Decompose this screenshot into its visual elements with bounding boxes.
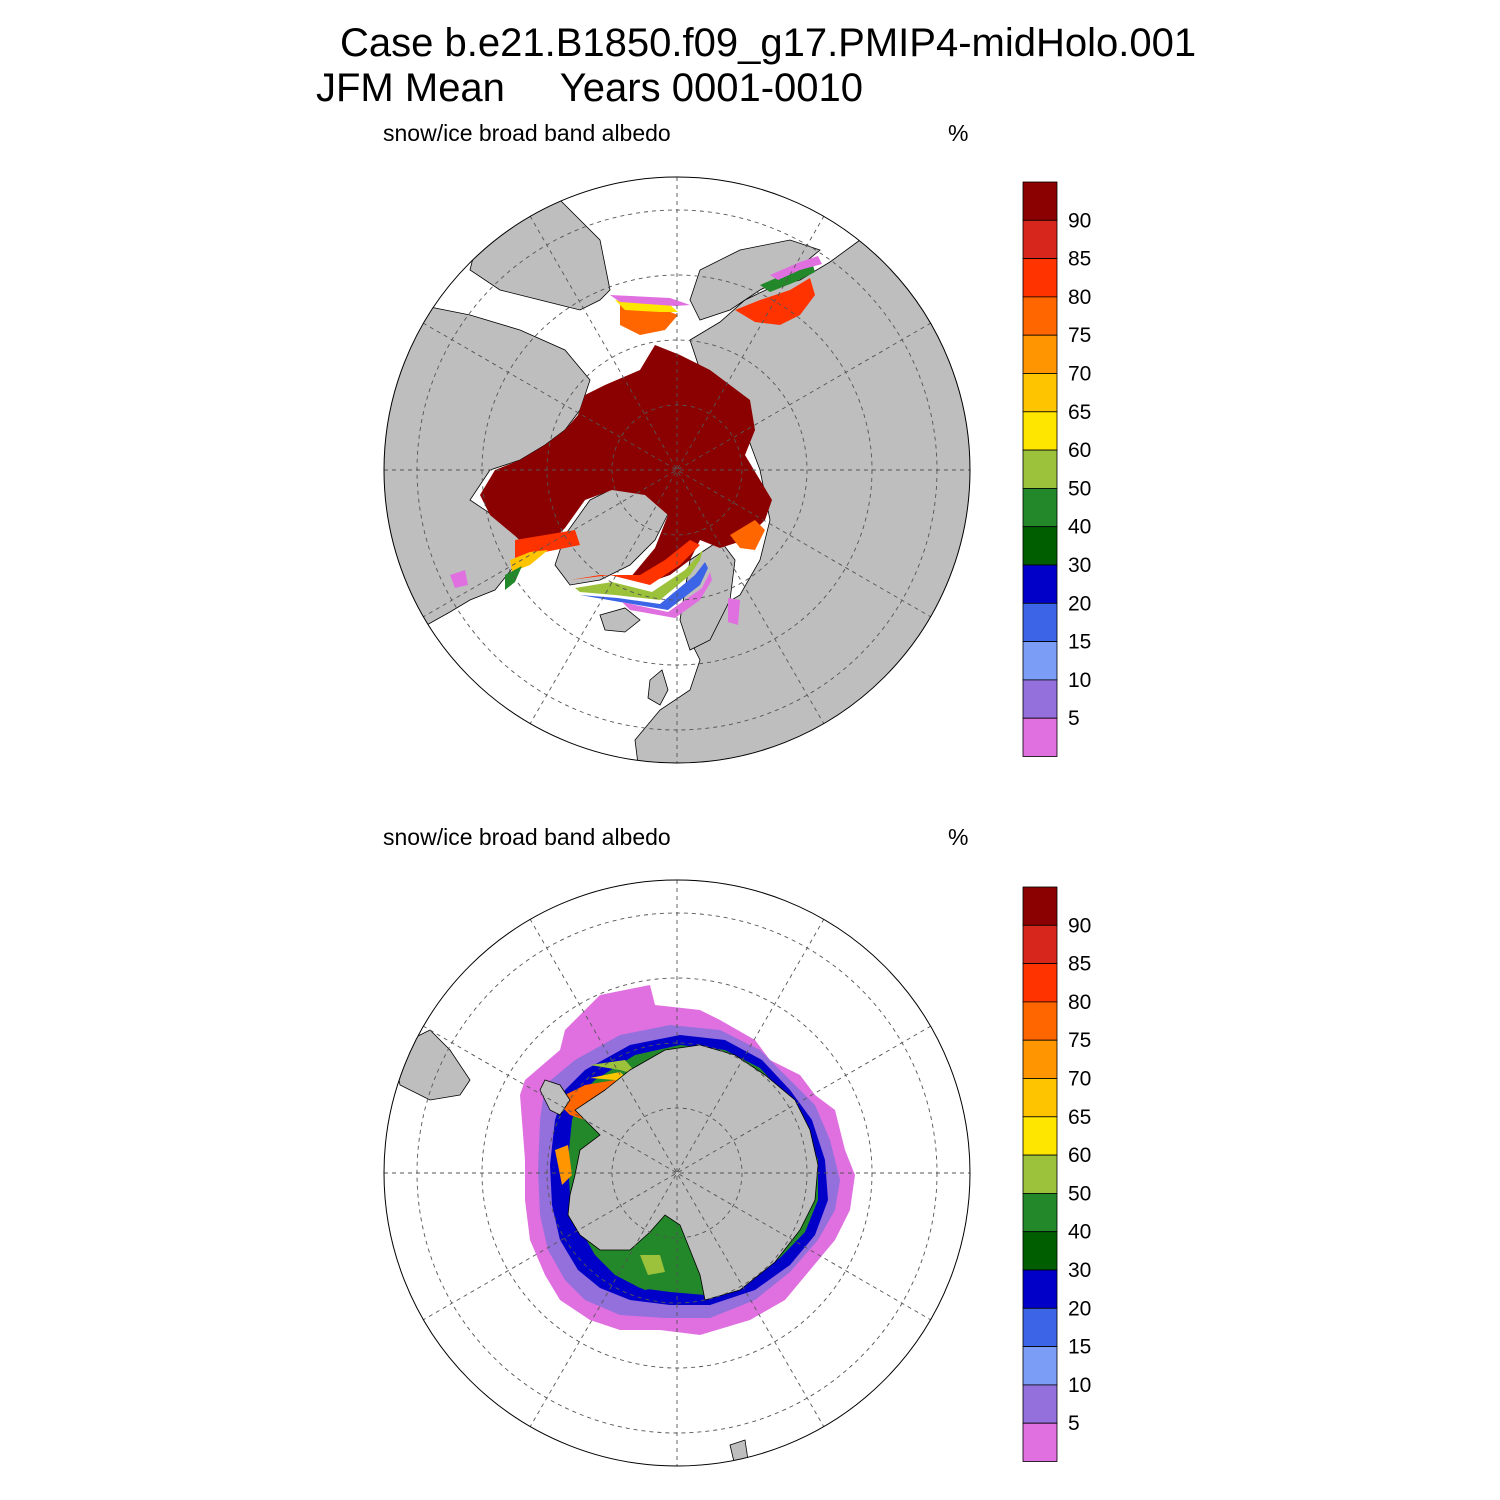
- greenland-sea-ice-edge-60: [575, 550, 703, 600]
- north-colorbar-tick-label: 85: [1068, 248, 1091, 271]
- north-colorbar-tick-label: 20: [1068, 592, 1091, 615]
- north-colorbar-swatch: [1022, 219, 1058, 260]
- britain-landmass: [647, 669, 669, 706]
- south-colorbar-swatch: [1022, 1384, 1058, 1424]
- south-panel-variable-label: snow/ice broad band albedo: [383, 824, 671, 850]
- south-colorbar-tick-label: 60: [1068, 1144, 1091, 1167]
- north-colorbar-swatch: [1022, 258, 1058, 298]
- labrador-ice-edge-40: [505, 566, 522, 590]
- south-colorbar-swatch: [1022, 1039, 1058, 1079]
- south-colorbar-swatch: [1022, 924, 1058, 964]
- south-colorbar-swatch: [1022, 1193, 1058, 1233]
- north-colorbar-swatch: [1022, 564, 1058, 604]
- south-polar-map: [383, 879, 971, 1467]
- south-graticule: [384, 880, 970, 1466]
- north-colorbar-swatch: [1022, 487, 1058, 528]
- north-colorbar-swatch: [1022, 526, 1058, 566]
- antarctica-landmass: [567, 1044, 819, 1301]
- north-colorbar-swatch: [1022, 641, 1058, 681]
- south-colorbar-tick-label: 80: [1068, 991, 1091, 1014]
- south-land-masses: [394, 1029, 819, 1466]
- north-colorbar-swatch: [1022, 334, 1058, 374]
- bering-ice-80: [620, 305, 678, 335]
- baltic-ice-5: [728, 598, 740, 625]
- greenland-sea-ice-edge-20: [580, 562, 708, 610]
- arctic-ocean-ice-90: [480, 345, 772, 582]
- figure-title-period: JFM Mean Years 0001-0010: [316, 66, 863, 110]
- south-colorbar-tick-label: 70: [1068, 1068, 1091, 1091]
- new-zealand-landmass: [729, 1439, 749, 1466]
- south-colorbar-tick-label: 30: [1068, 1259, 1091, 1282]
- iceland-landmass: [599, 607, 641, 633]
- north-panel-unit-label: %: [948, 120, 969, 146]
- north-colorbar-swatch: [1022, 717, 1058, 757]
- south-colorbar-tick-label: 75: [1068, 1029, 1091, 1052]
- north-colorbar-swatch: [1022, 411, 1058, 451]
- south-map-border: [383, 879, 971, 1467]
- ross-sea-ice-50: [640, 1255, 665, 1275]
- north-colorbar-swatch: [1022, 679, 1058, 719]
- south-colorbar-swatch: [1022, 1346, 1058, 1386]
- south-colorbar-swatch: [1022, 886, 1058, 926]
- south-colorbar-swatch: [1022, 1116, 1058, 1156]
- north-colorbar-tick-label: 5: [1068, 707, 1080, 730]
- north-colorbar-tick-label: 10: [1068, 669, 1091, 692]
- bering-ice-60: [615, 300, 678, 312]
- north-colorbar-tick-label: 90: [1068, 209, 1091, 232]
- south-colorbar-swatch: [1022, 963, 1058, 1003]
- greenland-sea-ice-edge-85: [570, 540, 700, 585]
- north-map-border: [383, 176, 971, 764]
- south-colorbar-swatch: [1022, 1307, 1058, 1348]
- south-colorbar-tick-label: 10: [1068, 1374, 1091, 1397]
- north-colorbar-tick-label: 75: [1068, 324, 1091, 347]
- south-colorbar-swatch: [1022, 1154, 1058, 1194]
- south-panel-unit-label: %: [948, 824, 969, 850]
- north-colorbar-tick-label: 30: [1068, 554, 1091, 577]
- labrador-ice-edge-85: [515, 530, 580, 565]
- greenland-sea-ice-edge-5: [622, 572, 712, 618]
- south-colorbar-tick-label: 40: [1068, 1221, 1091, 1244]
- north-colorbar-tick-label: 50: [1068, 477, 1091, 500]
- north-colorbar-tick-label: 70: [1068, 363, 1091, 386]
- south-colorbar-swatch: [1022, 1269, 1058, 1309]
- south-colorbar-swatch: [1022, 1078, 1058, 1118]
- south-colorbar-tick-label: 50: [1068, 1182, 1091, 1205]
- south-colorbar-tick-label: 65: [1068, 1106, 1091, 1129]
- north-land-masses: [384, 199, 970, 763]
- south-colorbar-tick-label: 20: [1068, 1297, 1091, 1320]
- north-colorbar-tick-label: 60: [1068, 439, 1091, 462]
- south-colorbar-tick-label: 15: [1068, 1336, 1091, 1359]
- south-colorbar-swatch: [1022, 1422, 1058, 1462]
- north-colorbar-swatch: [1022, 449, 1058, 489]
- north-graticule: [384, 177, 970, 763]
- south-colorbar-swatch: [1022, 1001, 1058, 1041]
- bering-ice-5: [610, 295, 690, 306]
- north-colorbar: 90 85 80 75 70 65 60 50 40 30 20 15 10 5: [1022, 181, 1091, 757]
- north-panel-variable-label: snow/ice broad band albedo: [383, 120, 671, 146]
- figure-title-case: Case b.e21.B1850.f09_g17.PMIP4-midHolo.0…: [340, 21, 1197, 65]
- north-colorbar-swatch: [1022, 373, 1058, 413]
- north-colorbar-swatch: [1022, 181, 1058, 221]
- south-colorbar-tick-label: 5: [1068, 1412, 1080, 1435]
- labrador-ice-edge-70: [510, 550, 548, 572]
- north-colorbar-swatch: [1022, 602, 1058, 642]
- barents-ice-edge-75: [730, 520, 765, 550]
- weddell-sea-ice-50: [590, 1060, 638, 1075]
- north-polar-map: [383, 176, 971, 764]
- st-lawrence-ice-5: [450, 570, 468, 588]
- north-colorbar-tick-label: 15: [1068, 631, 1091, 654]
- south-colorbar-tick-label: 85: [1068, 953, 1091, 976]
- baffin-bay-ice-90: [555, 430, 600, 480]
- amundsen-ice-70: [555, 1145, 572, 1185]
- south-colorbar: 90 85 80 75 70 65 60 50 40 30 20 15 10 5: [1022, 886, 1091, 1462]
- south-colorbar-swatch: [1022, 1231, 1058, 1271]
- north-colorbar-tick-label: 80: [1068, 286, 1091, 309]
- south-colorbar-tick-label: 90: [1068, 914, 1091, 937]
- north-colorbar-tick-label: 65: [1068, 401, 1091, 424]
- okhotsk-ice-5: [770, 256, 822, 280]
- north-colorbar-swatch: [1022, 296, 1058, 336]
- north-colorbar-tick-label: 40: [1068, 516, 1091, 539]
